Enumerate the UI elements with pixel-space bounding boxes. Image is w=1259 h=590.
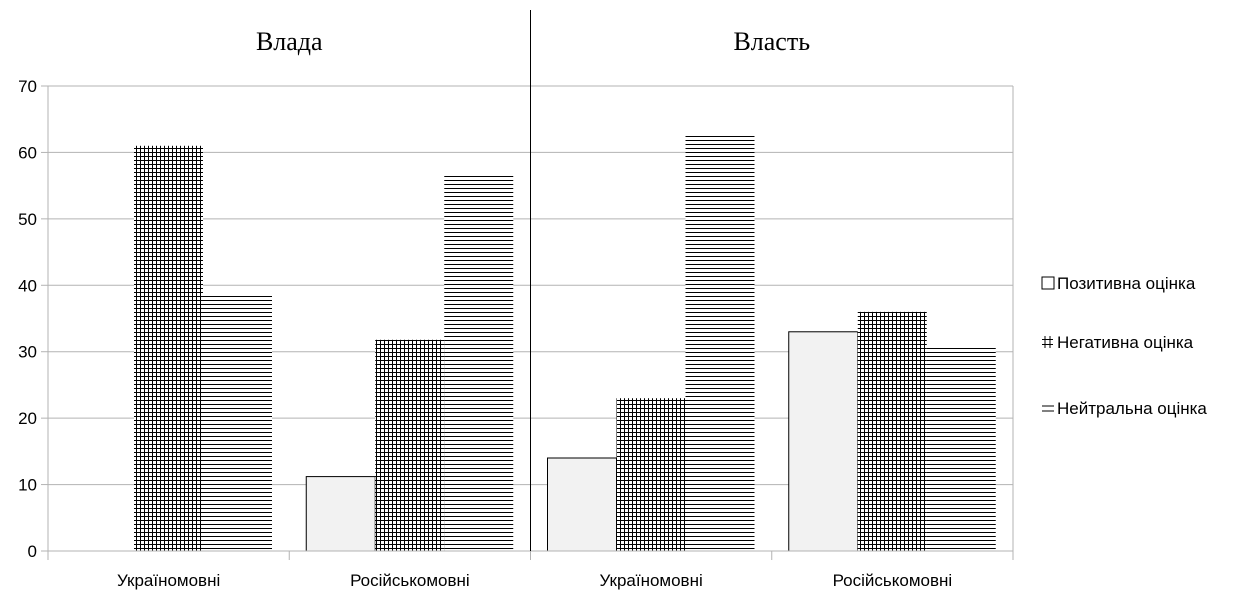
bar-2-3	[616, 398, 686, 551]
group-title: Власть	[733, 27, 810, 56]
y-tick-label: 30	[18, 343, 37, 362]
bar-3-2	[444, 175, 514, 551]
bars	[134, 135, 996, 552]
y-tick-label: 0	[28, 542, 37, 561]
y-tick-label: 20	[18, 409, 37, 428]
bar-2-1	[134, 145, 203, 552]
bar-2-2	[375, 339, 445, 551]
y-tick-label: 40	[18, 276, 37, 295]
x-category-label: Російськомовні	[833, 571, 953, 590]
legend-label: Нейтральна оцінка	[1057, 399, 1207, 418]
legend-label: Негативна оцінка	[1057, 333, 1194, 352]
x-category-label: Україномовні	[599, 571, 702, 590]
legend-swatch-negative	[1042, 336, 1053, 348]
x-category-label: Російськомовні	[350, 571, 470, 590]
legend-swatch-neutral	[1042, 405, 1054, 412]
y-tick-label: 50	[18, 210, 37, 229]
labels: 0 10 20 30 40 50 60 70 Україномовні Російськомовн…	[18, 27, 952, 590]
y-tick-label: 60	[18, 143, 37, 162]
bar-1-2	[305, 476, 376, 552]
axes	[41, 10, 1014, 560]
y-tick-label: 70	[18, 77, 37, 96]
legend: Позитивна оцінка Негативна оцінка Нейтраль…	[1041, 274, 1207, 418]
bar-3-4	[926, 347, 996, 551]
legend-label: Позитивна оцінка	[1057, 274, 1196, 293]
x-category-label: Україномовні	[117, 571, 220, 590]
y-tick-label: 10	[18, 476, 37, 495]
bar-1-3	[547, 457, 617, 552]
legend-swatch-positive	[1041, 276, 1055, 290]
bar-3-3	[685, 135, 755, 551]
bar-3-1	[203, 294, 272, 551]
bar-2-4	[857, 311, 927, 551]
bar-1-4	[788, 331, 859, 552]
group-title: Влада	[256, 27, 323, 56]
